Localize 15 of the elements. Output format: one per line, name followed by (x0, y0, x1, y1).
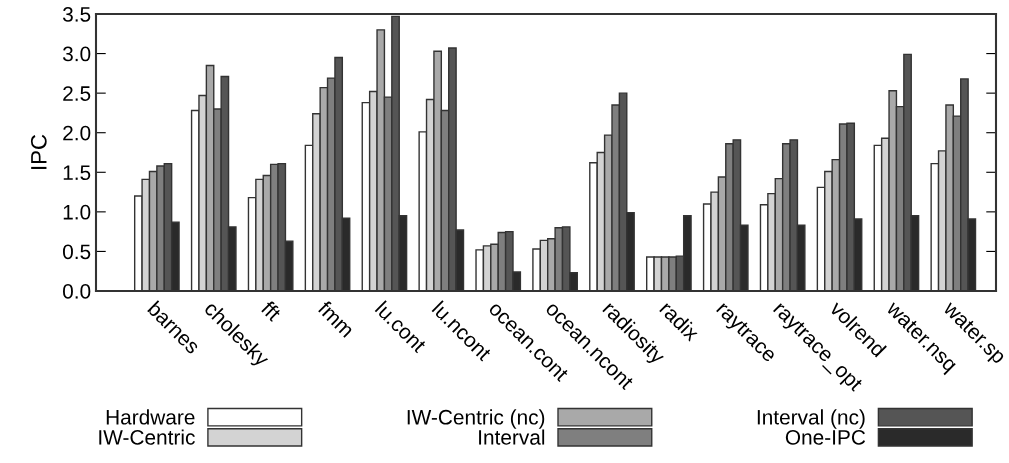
y-tick-label: 2.5 (63, 86, 91, 101)
legend-label: Interval (nc) (757, 409, 865, 429)
legend-label: One-IPC (785, 430, 866, 445)
y-tick-label: 1.5 (63, 165, 91, 181)
y-tick-label: 3.5 (62, 7, 91, 22)
legend-label: Interval (479, 429, 545, 445)
y-tick-label: 2.0 (63, 125, 91, 141)
legend-label: Hardware (106, 409, 195, 425)
legend-label: IW-Centric (99, 429, 195, 445)
legend-label: IW-Centric (nc) (407, 409, 545, 429)
y-tick-label: 0.0 (62, 284, 91, 299)
y-tick-label: 1.0 (63, 204, 91, 220)
y-axis-title: IPC (30, 134, 47, 169)
y-tick-label: 3.0 (62, 46, 91, 62)
y-tick-label: 0.5 (62, 244, 91, 260)
